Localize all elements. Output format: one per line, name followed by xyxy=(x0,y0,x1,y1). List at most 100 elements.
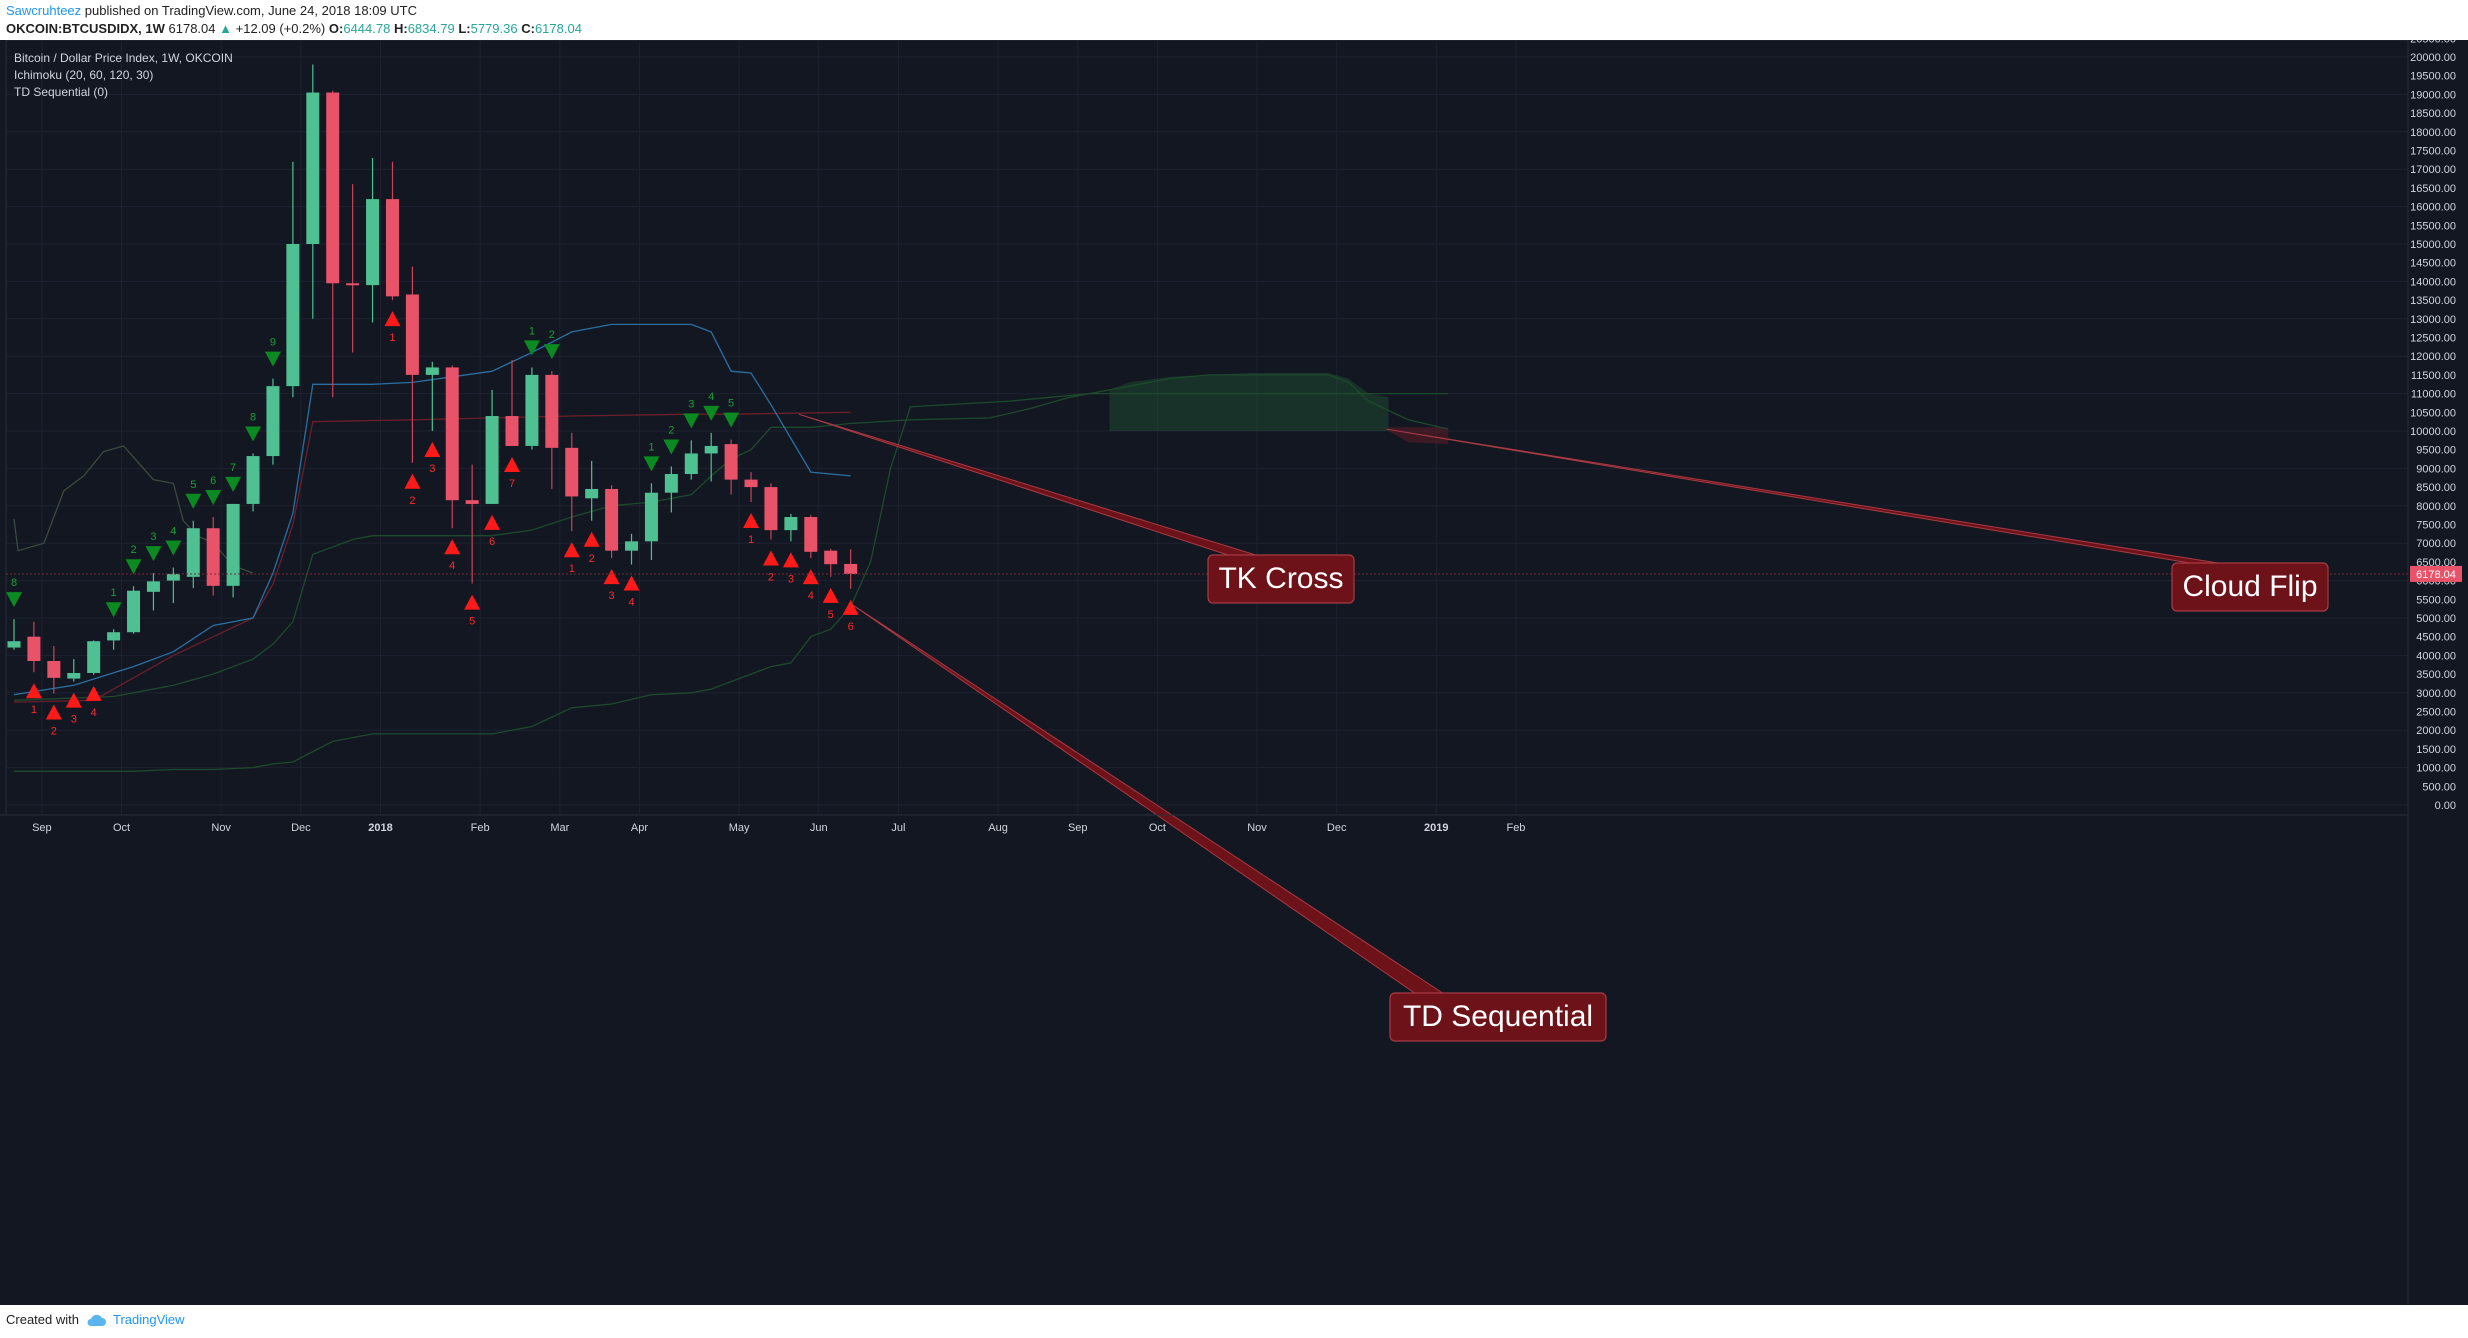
x-tick-label: 2019 xyxy=(1424,822,1448,834)
tradingview-link[interactable]: TradingView xyxy=(112,1312,185,1327)
y-tick-label: 15000.00 xyxy=(2410,239,2456,251)
td-buy-triangle xyxy=(643,456,660,472)
td-buy-count: 8 xyxy=(250,411,256,423)
created-with-label: Created with xyxy=(6,1312,79,1327)
td-buy-count: 6 xyxy=(210,475,216,487)
td-sell-count: 2 xyxy=(51,726,57,738)
td-sell-triangle xyxy=(822,587,839,603)
candle-body xyxy=(485,416,499,504)
td-buy-triangle xyxy=(105,602,122,618)
tenkan-sen-line xyxy=(13,323,851,696)
y-tick-label: 9000.00 xyxy=(2416,463,2456,475)
td-sell-triangle xyxy=(842,599,859,615)
y-tick-label: 1500.00 xyxy=(2416,744,2456,756)
x-tick-label: Nov xyxy=(1247,822,1267,834)
legend-ichimoku: Ichimoku (20, 60, 120, 30) xyxy=(14,68,153,82)
kumo-cloud-green xyxy=(1109,373,1389,431)
last-price: 6178.04 xyxy=(168,21,216,36)
candle-body xyxy=(286,244,300,387)
td-sell-triangle xyxy=(623,575,640,591)
low-value: 5779.36 xyxy=(470,21,518,36)
td-sell-triangle xyxy=(802,569,819,585)
candle-body xyxy=(784,517,798,531)
td-sell-triangle xyxy=(762,550,779,566)
y-tick-label: 6500.00 xyxy=(2416,557,2456,569)
candle-body xyxy=(704,445,718,454)
y-tick-label: 14500.00 xyxy=(2410,258,2456,270)
td-buy-count: 2 xyxy=(130,544,136,556)
td-buy-triangle xyxy=(663,439,680,455)
y-tick-label: 20000.00 xyxy=(2410,52,2456,64)
td-sell-triangle xyxy=(65,692,82,708)
td-sell-count: 1 xyxy=(389,332,395,344)
td-sell-count: 2 xyxy=(768,571,774,583)
y-tick-label: 0.00 xyxy=(2435,800,2456,812)
y-tick-label: 1000.00 xyxy=(2416,763,2456,775)
y-tick-label: 19500.00 xyxy=(2410,71,2456,83)
symbol-label: OKCOIN:BTCUSDIDX, 1W xyxy=(6,21,165,36)
x-tick-label: 2018 xyxy=(368,822,392,834)
td-buy-triangle xyxy=(523,340,540,356)
callout-label: Cloud Flip xyxy=(2182,570,2317,603)
x-tick-label: Oct xyxy=(113,822,130,834)
td-sell-count: 1 xyxy=(31,704,37,716)
td-buy-count: 2 xyxy=(549,329,555,341)
candle-body xyxy=(107,632,121,641)
td-buy-triangle xyxy=(125,559,142,575)
candle-body xyxy=(844,563,858,574)
td-sell-count: 1 xyxy=(569,563,575,575)
td-sell-count: 6 xyxy=(489,536,495,548)
y-tick-label: 18000.00 xyxy=(2410,127,2456,139)
y-tick-label: 14000.00 xyxy=(2410,276,2456,288)
up-arrow-icon: ▲ xyxy=(219,21,233,36)
td-buy-triangle xyxy=(165,540,182,556)
author-link[interactable]: Sawcruhteez xyxy=(6,3,82,18)
td-sell-triangle xyxy=(464,594,481,610)
y-tick-label: 15500.00 xyxy=(2410,220,2456,232)
price-change: +12.09 (+0.2%) xyxy=(235,21,326,36)
x-tick-label: Aug xyxy=(988,822,1008,834)
high-label: H: xyxy=(393,21,408,36)
td-buy-count: 1 xyxy=(648,441,654,453)
td-buy-triangle xyxy=(205,490,222,506)
y-tick-label: 7000.00 xyxy=(2416,538,2456,550)
td-sell-count: 3 xyxy=(429,463,435,475)
candle-body xyxy=(166,573,180,581)
x-tick-label: Feb xyxy=(1506,822,1525,834)
price-chart[interactable]: 8 1 2 3 4 1 2 3 4 5 6 7 8 9 1 2 3 4 5 6 7 1 2 1 2 3 4 1 2 3 4 5 1 2 3 4 5 6 T… xyxy=(0,40,2468,1305)
candle-body xyxy=(684,453,698,475)
y-tick-label: 3500.00 xyxy=(2416,669,2456,681)
td-sell-count: 1 xyxy=(748,534,754,546)
td-sell-count: 3 xyxy=(71,714,77,726)
td-sell-triangle xyxy=(782,552,799,568)
td-buy-count: 8 xyxy=(11,577,17,589)
candle-body xyxy=(445,367,459,501)
y-tick-label: 13000.00 xyxy=(2410,314,2456,326)
td-buy-triangle xyxy=(145,546,162,562)
high-value: 6834.79 xyxy=(407,21,455,36)
y-tick-label: 16500.00 xyxy=(2410,183,2456,195)
td-buy-triangle xyxy=(225,476,242,492)
td-buy-count: 7 xyxy=(230,462,236,474)
td-sell-count: 4 xyxy=(628,597,634,609)
x-tick-label: Sep xyxy=(32,822,52,834)
td-buy-triangle xyxy=(683,413,700,429)
td-sell-count: 4 xyxy=(808,590,814,602)
td-sell-triangle xyxy=(563,542,580,558)
candle-body xyxy=(505,416,519,446)
callout-cloud-flip: Cloud Flip xyxy=(1386,428,2329,612)
candle-body xyxy=(525,374,539,446)
y-tick-label: 5000.00 xyxy=(2416,613,2456,625)
candle-body xyxy=(206,528,220,586)
y-tick-label: 20500.00 xyxy=(2410,40,2456,45)
td-sell-count: 3 xyxy=(609,590,615,602)
td-buy-count: 9 xyxy=(270,337,276,349)
y-tick-label: 16000.00 xyxy=(2410,202,2456,214)
callout-box xyxy=(1207,554,1355,604)
candle-body xyxy=(346,283,360,286)
y-tick-label: 18500.00 xyxy=(2410,108,2456,120)
candle-body xyxy=(644,492,658,542)
td-sell-count: 5 xyxy=(469,616,475,628)
candle-body xyxy=(366,199,380,286)
x-tick-label: Sep xyxy=(1068,822,1088,834)
